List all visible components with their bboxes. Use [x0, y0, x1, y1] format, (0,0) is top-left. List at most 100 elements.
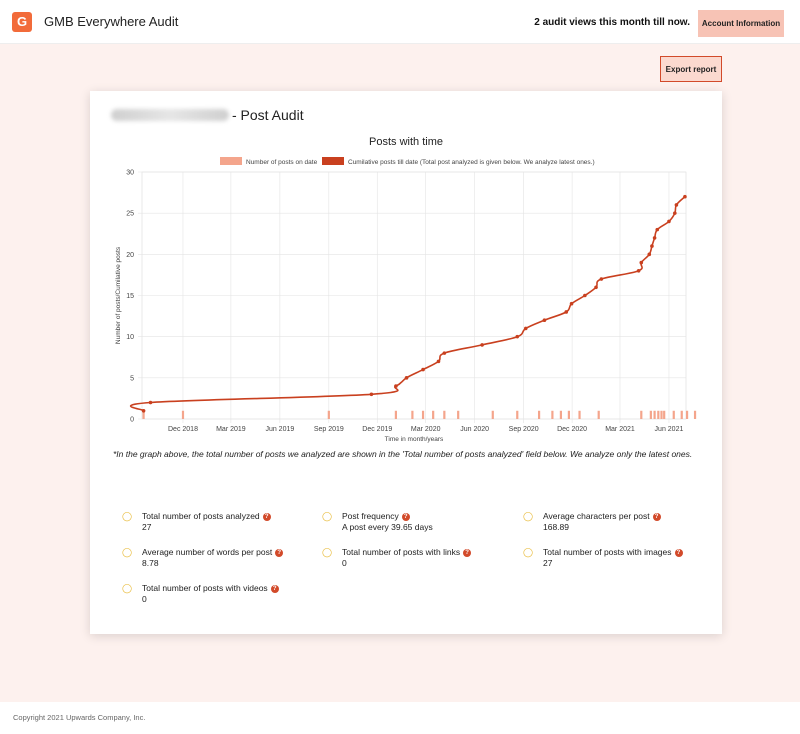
cumulative-point [599, 277, 604, 281]
cumulative-point [148, 400, 153, 405]
cumulative-line [129, 196, 686, 412]
cumulative-point [683, 194, 687, 199]
x-tick-label: Jun 2021 [655, 426, 684, 433]
x-tick-label: Sep 2020 [509, 426, 539, 433]
help-icon[interactable]: ? [262, 513, 271, 521]
cumulative-point [647, 252, 652, 257]
x-tick-label: Mar 2019 [216, 426, 246, 433]
top-bar: G GMB Everywhere Audit 2 audit views thi… [0, 0, 800, 44]
bar-posts-on-date [142, 410, 145, 419]
cumulative-point [569, 301, 574, 306]
cumulative-point [515, 334, 520, 339]
lightbulb-icon: ◯ [122, 547, 133, 557]
graph-note: *In the graph above, the total number of… [113, 449, 693, 459]
bar-posts-on-date [421, 410, 425, 419]
stat-label: Average number of words per post? [142, 547, 284, 557]
cumulative-point [542, 318, 547, 322]
export-report-button[interactable]: Export report [660, 56, 722, 82]
cumulative-point [594, 285, 598, 290]
cumulative-point [480, 343, 484, 347]
y-tick-label: 5 [130, 375, 134, 382]
legend-label-cumulative: Cumilative posts till date (Total post a… [348, 159, 595, 166]
stat-label: Total number of posts analyzed? [142, 511, 271, 521]
footer: Copyright 2021 Upwards Company, Inc. [0, 702, 800, 734]
bar-posts-on-date [640, 410, 643, 419]
bar-posts-on-date [327, 410, 330, 419]
help-icon[interactable]: ? [275, 549, 284, 557]
copyright-text: Copyright 2021 Upwards Company, Inc. [13, 713, 146, 722]
cumulative-point [436, 359, 441, 364]
business-name-blurred [111, 109, 229, 121]
cumulative-point [442, 351, 447, 355]
x-axis-label: Time in month/years [385, 436, 444, 443]
bar-posts-on-date [567, 410, 570, 419]
y-tick-label: 15 [126, 293, 134, 300]
cumulative-point [523, 326, 528, 331]
audit-views-text: 2 audit views this month till now. [534, 17, 690, 28]
posts-chart: Posts with time Number of posts on date … [90, 129, 722, 443]
cumulative-point [650, 244, 654, 248]
bar-posts-on-date [649, 410, 652, 419]
bar-posts-on-date [394, 410, 398, 419]
stat-label: Total number of posts with links? [342, 547, 472, 557]
help-icon[interactable]: ? [652, 513, 661, 521]
help-icon[interactable]: ? [463, 549, 472, 557]
bar-posts-on-date [551, 410, 554, 419]
y-tick-label: 25 [126, 211, 134, 218]
y-axis-label: Number of posts/Cumilative posts [115, 246, 122, 344]
bar-posts-on-date [663, 410, 666, 419]
bar-posts-on-date [653, 410, 656, 419]
bar-series [142, 410, 697, 419]
bar-posts-on-date [578, 410, 581, 419]
logo-icon: G [12, 12, 32, 32]
x-tick-label: Jun 2020 [460, 426, 489, 433]
help-icon[interactable]: ? [270, 585, 279, 593]
cumulative-point [583, 293, 587, 298]
x-axis: Dec 2018 Mar 2019 Jun 2019 Sep 2019 Dec 2019… [168, 426, 683, 433]
lightbulb-icon: ◯ [122, 583, 133, 593]
legend-swatch-cumulative [322, 157, 344, 165]
stat-label: Total number of posts with videos? [142, 583, 279, 593]
lightbulb-icon: ◯ [322, 511, 333, 521]
bar-posts-on-date [672, 410, 675, 419]
bar-posts-on-date [660, 410, 663, 419]
lightbulb-icon: ◯ [322, 547, 333, 557]
y-tick-label: 0 [130, 417, 134, 424]
cumulative-point [639, 260, 644, 265]
x-tick-label: Jun 2019 [265, 426, 294, 433]
post-audit-card: - Post Audit Posts with time Number of p… [90, 91, 722, 634]
cumulative-point [369, 392, 374, 397]
y-tick-label: 20 [126, 252, 134, 259]
help-icon[interactable]: ? [401, 513, 410, 521]
cumulative-point [667, 219, 671, 224]
chart-grid [138, 171, 687, 423]
y-axis: 0 5 10 15 20 25 30 [126, 170, 134, 424]
cumulative-point [564, 310, 569, 314]
chart-legend: Number of posts on date Cumilative posts… [220, 157, 595, 166]
app-title: GMB Everywhere Audit [44, 14, 179, 29]
cumulative-point [655, 227, 660, 232]
bar-posts-on-date [181, 410, 185, 419]
account-information-button[interactable]: Account Information [698, 10, 784, 37]
bar-posts-on-date [443, 410, 446, 419]
cumulative-points [141, 194, 687, 413]
x-tick-label: Sep 2019 [314, 426, 344, 433]
bar-posts-on-date [597, 410, 600, 419]
cumulative-point [421, 367, 425, 372]
x-tick-label: Dec 2019 [362, 426, 392, 433]
posts-chart-svg: Posts with time Number of posts on date … [115, 136, 697, 443]
lightbulb-icon: ◯ [523, 547, 534, 557]
stat-value: 0 [142, 594, 147, 604]
stat-value: 8.78 [142, 558, 159, 568]
bar-posts-on-date [693, 410, 697, 419]
help-icon[interactable]: ? [674, 549, 683, 557]
stat-value: 27 [543, 558, 553, 568]
lightbulb-icon: ◯ [523, 511, 534, 521]
cumulative-point [652, 236, 657, 240]
x-tick-label: Mar 2020 [411, 426, 441, 433]
bar-posts-on-date [411, 410, 414, 419]
x-tick-label: Dec 2020 [557, 426, 587, 433]
cumulative-point [404, 376, 409, 380]
cumulative-point [394, 384, 398, 388]
cumulative-point [673, 211, 677, 215]
